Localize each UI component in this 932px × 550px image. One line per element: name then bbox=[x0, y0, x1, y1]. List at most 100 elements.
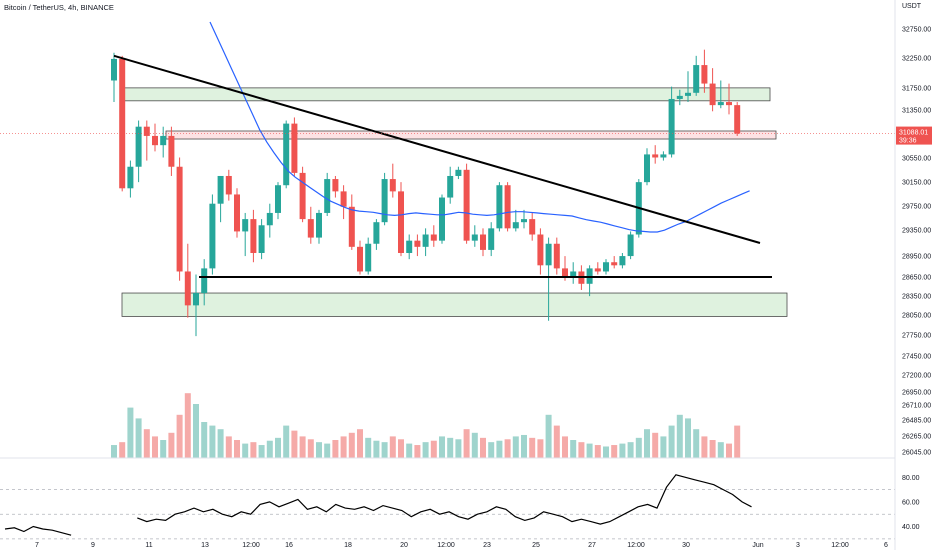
volume-bar bbox=[562, 436, 568, 458]
volume-bar bbox=[619, 443, 626, 458]
volume-bar bbox=[307, 439, 314, 458]
volume-bar bbox=[627, 442, 634, 458]
candle-body bbox=[480, 234, 486, 250]
price-tick-label: 30150.00 bbox=[902, 180, 931, 187]
volume-bar bbox=[389, 436, 396, 458]
price-tick-label: 28650.00 bbox=[902, 275, 931, 282]
candle-body bbox=[275, 185, 281, 213]
volume-bar bbox=[734, 425, 741, 458]
volume-bar bbox=[521, 434, 527, 458]
candle-body bbox=[225, 175, 232, 195]
time-axis[interactable]: 7 9 11 13 12:00 16 18 20 12:00 23 25 27 12:00 30 Jun 3 1… bbox=[35, 542, 888, 549]
candles-layer bbox=[111, 49, 741, 337]
candle-body bbox=[168, 135, 175, 167]
volume-bar bbox=[512, 436, 519, 458]
candle-body bbox=[422, 234, 429, 247]
last-price-value: 31088.01 bbox=[899, 130, 928, 137]
moving-average-layer bbox=[209, 21, 750, 233]
candle-body bbox=[283, 123, 290, 186]
candle-body bbox=[734, 105, 741, 134]
candle-body bbox=[439, 197, 445, 241]
time-tick-label: 12:00 bbox=[831, 542, 849, 549]
candle-body bbox=[570, 271, 577, 278]
rsi-tick-label: 40.00 bbox=[902, 524, 920, 531]
candle-body bbox=[594, 268, 601, 272]
candle-body bbox=[316, 212, 322, 238]
price-tick-label: 28950.00 bbox=[902, 254, 931, 261]
candle-body bbox=[299, 172, 306, 220]
volume-bar bbox=[234, 440, 240, 458]
volume-bar bbox=[635, 437, 642, 458]
volume-bar bbox=[668, 425, 675, 458]
volume-bar bbox=[553, 425, 560, 458]
candle-body bbox=[373, 222, 380, 244]
candle-body bbox=[307, 219, 314, 238]
time-tick-label: 30 bbox=[682, 542, 690, 549]
time-tick-label: Jun bbox=[752, 542, 763, 549]
price-tick-label: 32250.00 bbox=[902, 56, 931, 63]
candle-body bbox=[217, 175, 224, 204]
volume-bar bbox=[422, 442, 429, 458]
volume-bar bbox=[652, 432, 659, 458]
volume-bar bbox=[504, 439, 511, 458]
volume-bar bbox=[430, 440, 437, 458]
candle-body bbox=[726, 102, 732, 106]
candle-body bbox=[119, 58, 126, 189]
candle-body bbox=[127, 166, 134, 189]
candle-body bbox=[357, 246, 363, 272]
candle-body bbox=[143, 126, 150, 136]
candle-body bbox=[603, 262, 609, 272]
candle-body bbox=[201, 268, 208, 294]
rsi-tick-label: 60.00 bbox=[902, 499, 920, 506]
price-axis[interactable]: 80.00 60.00 40.00 32750.00 32250.00 31750.00 3… bbox=[902, 27, 931, 532]
volume-bar bbox=[447, 437, 454, 458]
volume-bar bbox=[332, 440, 339, 458]
candle-body bbox=[471, 234, 478, 241]
candle-body bbox=[365, 243, 372, 272]
candle-body bbox=[685, 92, 691, 96]
volume-bar bbox=[324, 443, 331, 458]
candle-body bbox=[135, 126, 142, 167]
price-tick-label: 26950.00 bbox=[902, 390, 931, 397]
volume-bar bbox=[570, 440, 577, 458]
candle-body bbox=[611, 262, 618, 266]
volume-bar bbox=[275, 437, 281, 458]
candle-body bbox=[693, 65, 700, 93]
time-tick-label: 27 bbox=[588, 542, 596, 549]
volume-bar bbox=[242, 443, 249, 458]
volume-layer bbox=[111, 393, 741, 458]
candle-body bbox=[652, 154, 659, 158]
price-tick-label: 29350.00 bbox=[902, 228, 931, 235]
rsi-line bbox=[4, 474, 752, 536]
volume-bar bbox=[135, 418, 142, 458]
rsi-pane bbox=[0, 474, 895, 540]
candle-body bbox=[398, 191, 404, 253]
candle-body bbox=[250, 219, 257, 253]
volume-bar bbox=[726, 443, 732, 458]
candle-body bbox=[676, 95, 683, 99]
candle-body bbox=[332, 179, 339, 192]
candle-body bbox=[258, 225, 265, 253]
volume-bar bbox=[111, 445, 117, 458]
volume-bar bbox=[201, 422, 208, 458]
price-tick-label: 26265.00 bbox=[902, 434, 931, 441]
candle-body bbox=[242, 219, 249, 232]
zone-resistance bbox=[123, 87, 771, 102]
volume-bar bbox=[258, 445, 265, 458]
volume-bar bbox=[717, 442, 724, 458]
price-tick-label: 26485.00 bbox=[902, 418, 931, 425]
candle-body bbox=[291, 123, 298, 173]
candle-body bbox=[488, 228, 495, 250]
volume-bar bbox=[471, 432, 478, 458]
candle-body bbox=[152, 135, 158, 146]
price-tick-label: 26710.00 bbox=[902, 403, 931, 410]
volume-bar bbox=[398, 439, 404, 458]
volume-bar bbox=[480, 437, 486, 458]
price-tick-label: 28350.00 bbox=[902, 294, 931, 301]
volume-bar bbox=[709, 440, 716, 458]
time-tick-label: 6 bbox=[884, 542, 888, 549]
candle-body bbox=[553, 243, 560, 269]
candle-body bbox=[455, 169, 462, 176]
candle-body bbox=[348, 206, 355, 247]
